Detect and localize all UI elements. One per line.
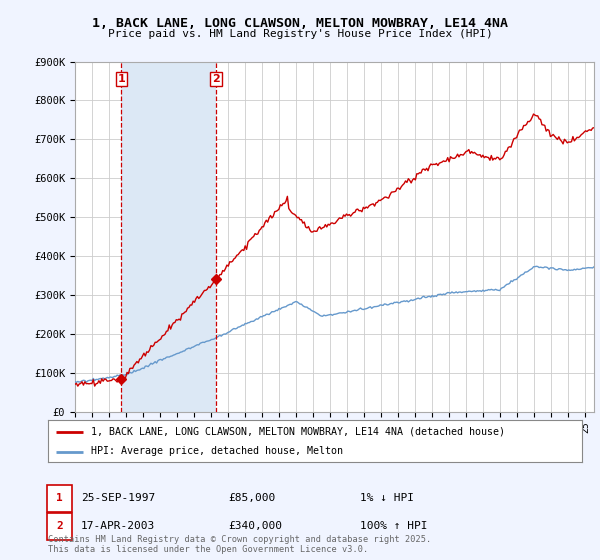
Text: Price paid vs. HM Land Registry's House Price Index (HPI): Price paid vs. HM Land Registry's House …	[107, 29, 493, 39]
Text: 2: 2	[56, 521, 63, 531]
Text: 1: 1	[56, 493, 63, 503]
Bar	[121, 62, 216, 412]
Text: 1, BACK LANE, LONG CLAWSON, MELTON MOWBRAY, LE14 4NA: 1, BACK LANE, LONG CLAWSON, MELTON MOWBR…	[92, 17, 508, 30]
Text: 1: 1	[118, 74, 125, 84]
Text: 1, BACK LANE, LONG CLAWSON, MELTON MOWBRAY, LE14 4NA (detached house): 1, BACK LANE, LONG CLAWSON, MELTON MOWBR…	[91, 427, 505, 437]
Text: 17-APR-2003: 17-APR-2003	[81, 521, 155, 531]
Text: 2: 2	[212, 74, 220, 84]
Text: £340,000: £340,000	[228, 521, 282, 531]
Text: 1% ↓ HPI: 1% ↓ HPI	[360, 493, 414, 503]
Text: 100% ↑ HPI: 100% ↑ HPI	[360, 521, 427, 531]
Text: £85,000: £85,000	[228, 493, 275, 503]
Text: HPI: Average price, detached house, Melton: HPI: Average price, detached house, Melt…	[91, 446, 343, 456]
Text: 25-SEP-1997: 25-SEP-1997	[81, 493, 155, 503]
Text: Contains HM Land Registry data © Crown copyright and database right 2025.
This d: Contains HM Land Registry data © Crown c…	[48, 535, 431, 554]
